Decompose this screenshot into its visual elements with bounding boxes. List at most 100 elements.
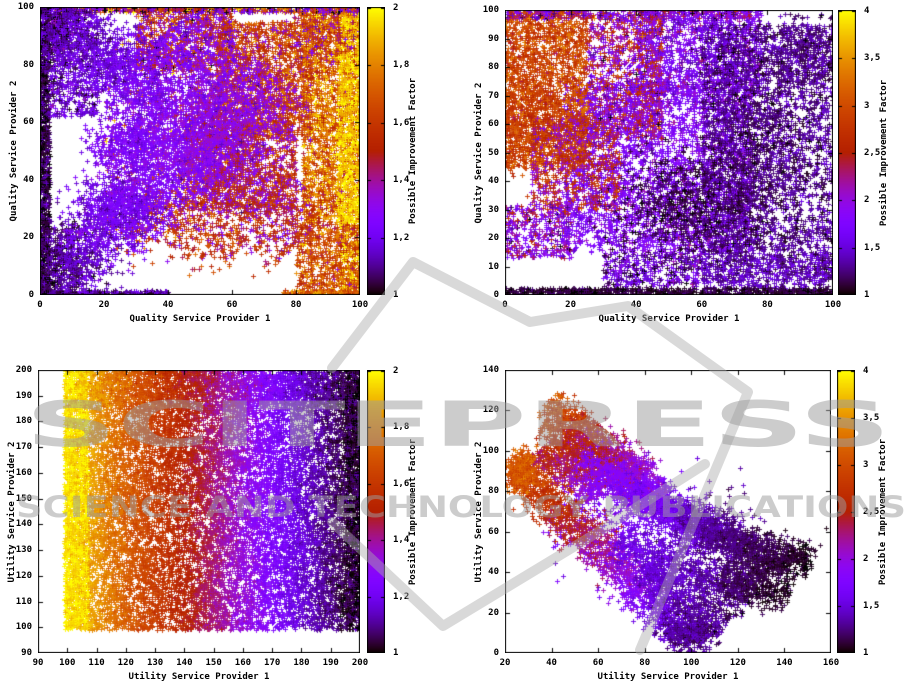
colorbar <box>837 370 855 653</box>
axis-tick-label: 40 <box>162 300 174 310</box>
axis-tick-label: 170 <box>15 442 32 453</box>
axis-tick-label: 140 <box>482 365 499 375</box>
axis-tick-label: 100 <box>683 658 700 668</box>
axis-tick-label: 100 <box>351 300 369 310</box>
axis-tick-label: 20 <box>565 300 577 310</box>
scitepress-logo-mark <box>327 257 753 655</box>
x-axis-label: Utility Service Provider 1 <box>128 672 270 682</box>
colorbar-label: Possible Improvement Factor <box>408 77 418 225</box>
axis-tick-label: 100 <box>15 622 32 633</box>
colorbar-tick-label: 1 <box>393 290 399 300</box>
axis-tick-label: 100 <box>824 300 842 310</box>
axis-tick-label: 40 <box>23 174 34 185</box>
axis-tick-label: 40 <box>488 176 499 186</box>
axis-tick-label: 90 <box>21 648 32 658</box>
scatter-plot-canvas <box>505 10 833 295</box>
colorbar-tick-label: 3 <box>863 460 869 470</box>
colorbar-tick-label: 1,2 <box>393 232 410 243</box>
axis-tick-label: 100 <box>59 658 76 668</box>
axis-tick-label: 60 <box>226 300 238 310</box>
colorbar-tick-label: 1,8 <box>393 422 410 433</box>
colorbar-tick-label: 2,5 <box>864 148 881 158</box>
axis-tick-label: 160 <box>234 658 252 668</box>
axis-tick-label: 40 <box>546 658 557 668</box>
axis-tick-label: 120 <box>482 405 499 416</box>
colorbar-tick-label: 4 <box>864 6 870 16</box>
axis-tick-label: 90 <box>32 658 44 668</box>
axis-tick-label: 150 <box>205 658 222 668</box>
axis-tick-label: 30 <box>488 204 499 215</box>
axis-tick-label: 80 <box>488 486 499 497</box>
colorbar-tick-label: 1,6 <box>393 478 410 489</box>
axis-tick-label: 20 <box>488 233 499 243</box>
colorbar <box>838 10 856 295</box>
axis-tick-label: 60 <box>23 117 34 128</box>
axis-tick-label: 40 <box>630 300 642 310</box>
axis-tick-label: 110 <box>15 596 32 607</box>
axis-tick-label: 20 <box>98 300 110 310</box>
colorbar-tick-label: 1,4 <box>393 175 410 186</box>
watermark-title: SCITEPRESS <box>25 388 891 461</box>
axis-tick-label: 200 <box>351 658 369 668</box>
axis-tick-label: 190 <box>322 658 339 668</box>
axis-tick-label: 150 <box>15 493 32 504</box>
axis-tick-label: 50 <box>488 147 499 158</box>
axis-tick-label: 190 <box>15 390 32 401</box>
axis-tick-label: 70 <box>488 90 499 101</box>
axis-tick-label: 0 <box>28 290 34 300</box>
axis-tick-label: 160 <box>15 467 32 478</box>
axis-tick-label: 0 <box>493 648 499 658</box>
axis-tick-label: 60 <box>488 526 499 537</box>
axis-tick-label: 0 <box>37 300 43 310</box>
colorbar-tick-label: 1,8 <box>393 60 410 71</box>
axis-tick-label: 10 <box>488 261 499 272</box>
axis-tick-label: 170 <box>264 658 281 668</box>
colorbar-label: Possible Improvement Factor <box>408 438 418 585</box>
colorbar-tick-label: 1 <box>393 648 399 658</box>
axis-tick-label: 20 <box>23 232 34 243</box>
colorbar <box>367 370 385 653</box>
colorbar-tick-label: 1 <box>864 290 870 300</box>
y-axis-label: Quality Service Provider 2 <box>474 82 484 223</box>
scatter-plot-canvas <box>505 370 831 653</box>
colorbar-tick-label: 4 <box>863 366 869 376</box>
axis-tick-label: 90 <box>488 33 499 44</box>
axis-tick-label: 180 <box>293 658 310 668</box>
y-axis-label: Quality Service Provider 2 <box>9 80 19 222</box>
y-axis-label: Utility Service Provider 2 <box>7 441 17 582</box>
watermark-subtitle: SCIENCE AND TECHNOLOGY PUBLICATIONS <box>16 490 906 524</box>
colorbar-tick-label: 2,5 <box>863 507 880 517</box>
axis-tick-label: 40 <box>488 567 499 578</box>
colorbar-tick-label: 1,4 <box>393 535 410 546</box>
colorbar-tick-label: 2 <box>393 3 399 13</box>
scatter-plot-canvas <box>38 370 360 653</box>
scitepress-logo-mark <box>327 459 710 631</box>
axis-tick-label: 110 <box>88 658 105 668</box>
axis-tick-label: 120 <box>15 570 32 581</box>
axis-tick-label: 180 <box>15 416 32 427</box>
axis-tick-label: 80 <box>290 300 302 310</box>
x-axis-label: Quality Service Provider 1 <box>598 314 740 324</box>
axis-tick-label: 80 <box>761 300 773 310</box>
axis-tick-label: 80 <box>488 62 499 72</box>
axis-tick-label: 140 <box>176 658 193 668</box>
colorbar-tick-label: 1,5 <box>864 242 881 253</box>
colorbar <box>367 7 385 295</box>
axis-tick-label: 120 <box>117 658 134 668</box>
axis-tick-label: 60 <box>696 300 708 310</box>
axis-tick-label: 100 <box>482 5 499 15</box>
axis-tick-label: 200 <box>15 365 32 375</box>
colorbar-tick-label: 3,5 <box>863 413 880 423</box>
scatter-plot-canvas <box>40 7 360 295</box>
colorbar-tick-label: 1,5 <box>863 601 880 611</box>
colorbar-tick-label: 1,6 <box>393 117 410 128</box>
colorbar-tick-label: 2 <box>393 366 399 376</box>
axis-tick-label: 80 <box>639 658 651 668</box>
axis-tick-label: 130 <box>15 545 32 556</box>
axis-tick-label: 0 <box>502 300 508 310</box>
